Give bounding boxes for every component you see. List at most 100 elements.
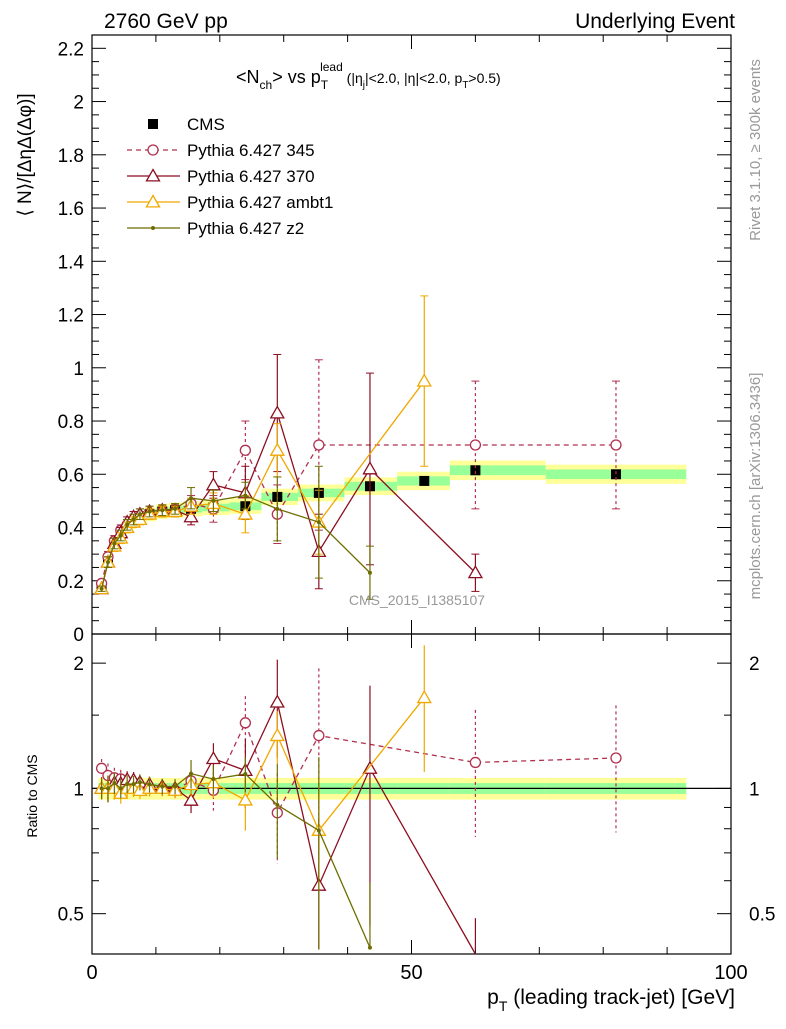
title-cuts-a: (|η	[343, 70, 363, 86]
pythia-6-427-z2-ratio-point	[137, 780, 142, 785]
pythia-6-427-345-ratio-point	[469, 756, 482, 769]
pythia-6-427-370-point	[205, 477, 222, 491]
pythia-6-427-z2-ratio-point	[105, 786, 110, 791]
pythia-6-427-ambt1-point	[269, 442, 285, 456]
pythia-6-427-z2-point	[160, 508, 165, 513]
pythia-6-427-z2-ratio-point	[211, 777, 216, 782]
legend-marker-pythia-6-427-370	[145, 168, 161, 182]
y-tick-label: 0.4	[58, 519, 85, 540]
title-cuts-a-sub: j	[362, 80, 365, 91]
pythia-6-427-z2-point	[316, 520, 321, 525]
ratio-tick-label: 1	[73, 779, 84, 800]
cms-point	[470, 465, 481, 476]
pythia-6-427-z2-line	[100, 494, 371, 589]
title-main-sub: ch	[260, 78, 273, 92]
top-band-layer	[98, 460, 687, 592]
pythia-6-427-z2-ratio-point	[367, 945, 372, 950]
legend-marker-cms	[148, 119, 158, 129]
pythia-6-427-z2-ratio-point	[189, 771, 194, 776]
pythia-6-427-z2-point	[173, 506, 178, 511]
pythia-6-427-ambt1-point	[416, 373, 432, 387]
ratio-tick-label-right: 1	[749, 779, 760, 800]
header-right: Underlying Event	[575, 10, 735, 33]
pythia-6-427-345-point	[239, 444, 252, 456]
pythia-6-427-z2-ratio-point	[118, 786, 123, 791]
header-left: 2760 GeV pp	[104, 10, 228, 33]
pythia-6-427-ambt1-ratio-line	[101, 697, 425, 832]
pythia-6-427-345-ratio-point	[95, 762, 108, 774]
y-tick-label: 2.2	[58, 39, 84, 60]
title-main-sup: lead	[320, 60, 343, 74]
ratio-tick-label: 0.5	[58, 905, 84, 926]
pythia-6-427-345-point	[313, 439, 325, 451]
pythia-6-427-z2-point	[131, 517, 136, 522]
title-main-sub2: T	[321, 78, 329, 92]
pythia-6-427-345-ratio-point	[313, 729, 325, 742]
top-band-inner	[449, 465, 546, 476]
pythia-6-427-370-point	[362, 461, 378, 475]
pythia-6-427-370-ratio-point	[183, 792, 199, 806]
pythia-6-427-ambt1-ratio-point	[416, 689, 432, 704]
y-tick-label: 0.8	[58, 412, 84, 433]
pythia-6-427-z2-point	[99, 586, 104, 591]
y-tick-label: 1.8	[58, 146, 84, 167]
series-layer	[93, 295, 622, 955]
legend-label-cms: CMS	[187, 115, 225, 134]
pythia-6-427-z2-ratio-point	[147, 782, 152, 787]
pythia-6-427-z2-point	[211, 498, 216, 503]
pythia-6-427-z2-point	[189, 496, 194, 501]
y-tick-label: 1.4	[58, 252, 85, 273]
x-axis-label-sub: T	[499, 998, 508, 1014]
pythia-6-427-345-ratio-point	[239, 717, 252, 729]
x-tick-label: 0	[86, 962, 97, 984]
y-tick-label: 2	[73, 93, 84, 114]
pythia-6-427-ambt1-ratio-point	[269, 727, 285, 742]
ratio-tick-label-right: 0.5	[749, 905, 775, 926]
legend-label-pythia-6-427-370: Pythia 6.427 370	[187, 167, 315, 186]
pythia-6-427-z2-ratio-point	[316, 828, 321, 833]
pythia-6-427-370-point	[467, 564, 484, 579]
pythia-6-427-z2-point	[105, 560, 110, 565]
pythia-6-427-z2-ratio-point	[243, 771, 248, 776]
y-axis-label: ⟨ N⟩/[ΔηΔ(Δφ)]	[15, 93, 36, 216]
y-tick-label: 1	[73, 359, 84, 380]
y-tick-label: 0.6	[58, 465, 84, 486]
legend-marker-pythia-6-427-z2	[151, 226, 155, 230]
pythia-6-427-z2-ratio-point	[99, 786, 104, 791]
rivet-label: Rivet 3.1.10, ≥ 300k events	[747, 59, 764, 241]
pythia-6-427-z2-ratio-point	[131, 782, 136, 787]
x-axis-label: pT (leading track-jet) [GeV]	[487, 986, 735, 1014]
pythia-6-427-345-ratio-point	[610, 752, 622, 764]
pythia-6-427-z2-ratio-line	[101, 772, 371, 948]
pythia-6-427-345-point	[610, 439, 622, 451]
pythia-6-427-z2-point	[243, 493, 248, 498]
title-cuts-b: |<2.0, |η|<2.0, p	[365, 70, 463, 86]
ratio-tick-label-right: 2	[749, 654, 760, 675]
plot-title: <Nch> vs pTlead (|ηj|<2.0, |η|<2.0, pT>0…	[236, 60, 501, 92]
legend-marker-pythia-6-427-ambt1	[145, 194, 161, 208]
watermark: CMS_2015_I1385107	[349, 592, 485, 608]
y-tick-label: 0	[73, 625, 84, 646]
ratio-axis-label: Ratio to CMS	[24, 754, 40, 837]
pythia-6-427-z2-point	[118, 533, 123, 538]
pythia-6-427-z2-ratio-point	[125, 781, 130, 786]
legend-label-pythia-6-427-z2: Pythia 6.427 z2	[187, 219, 304, 238]
legend-marker-pythia-6-427-345	[147, 144, 159, 156]
y-tick-label: 1.2	[58, 306, 84, 327]
pythia-6-427-370-point	[269, 405, 285, 419]
legend-label-pythia-6-427-ambt1: Pythia 6.427 ambt1	[187, 193, 333, 212]
pythia-6-427-z2-point	[137, 512, 142, 517]
pythia-6-427-370-ratio-line	[101, 700, 476, 955]
title-main-mid: > vs p	[272, 67, 321, 87]
pythia-6-427-z2-point	[367, 570, 372, 575]
pythia-6-427-370-ratio-point	[269, 694, 285, 708]
title-main: <N	[236, 67, 260, 87]
pythia-6-427-ambt1-point	[237, 506, 253, 520]
y-tick-label: 1.6	[58, 199, 84, 220]
ratio-tick-label: 2	[73, 654, 84, 675]
axes-layer: 0 50 100 0 0.2 0.4 0.6 0.8 1 1.2 1.4 1.6 1.8 2 2.2 0.5 0…	[58, 35, 775, 984]
pythia-6-427-370-point	[183, 509, 199, 523]
pythia-6-427-345-point	[469, 439, 482, 451]
x-axis-label-p: p	[487, 986, 499, 1009]
